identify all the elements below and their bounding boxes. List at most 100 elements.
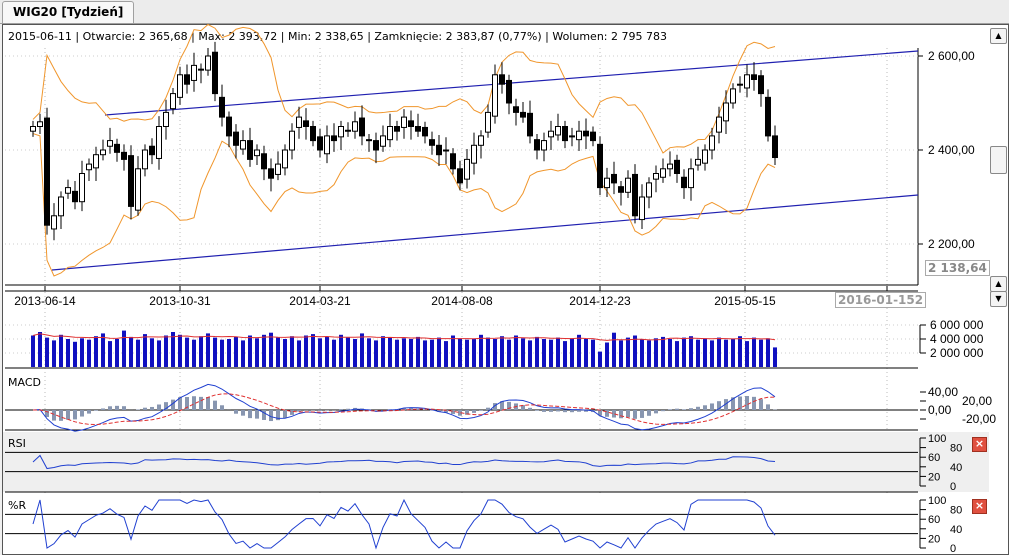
- volume-bar: [213, 338, 217, 367]
- volume-bar: [577, 335, 581, 367]
- volume-bar: [241, 340, 245, 367]
- volume-bar: [773, 347, 777, 367]
- scroll-up-button-2[interactable]: ▲: [990, 276, 1007, 292]
- candle-body: [150, 146, 155, 154]
- candle-body: [507, 80, 512, 103]
- macd-histogram-bar: [472, 410, 476, 413]
- volume-bar: [269, 333, 273, 367]
- candle-body: [717, 117, 722, 132]
- volume-bar: [31, 336, 35, 368]
- macd-tick-label: 40,00: [928, 385, 958, 399]
- scroll-up-button[interactable]: ▲: [990, 28, 1007, 44]
- candle-body: [549, 131, 554, 137]
- volume-bar: [423, 340, 427, 367]
- candle-body: [206, 56, 211, 70]
- candle-body: [339, 127, 344, 137]
- macd-histogram-bar: [563, 410, 567, 412]
- volume-bar: [654, 338, 658, 367]
- candle-body: [626, 178, 631, 192]
- macd-histogram-bar: [570, 410, 574, 412]
- macd-histogram-bar: [668, 409, 672, 410]
- macd-tick-label: -20,00: [962, 412, 996, 426]
- candle-body: [360, 118, 365, 136]
- volume-bar: [129, 337, 133, 367]
- volume-bar: [766, 338, 770, 367]
- volume-bar: [262, 335, 266, 367]
- candle-body: [122, 152, 127, 159]
- candle-body: [143, 150, 148, 169]
- candle-body: [304, 121, 309, 127]
- macd-histogram-bar: [234, 410, 238, 414]
- volume-bar: [255, 338, 259, 367]
- macd-histogram-bar: [605, 410, 609, 417]
- volume-bar: [115, 339, 119, 367]
- volume-bar: [437, 338, 441, 367]
- rsi-background: [3, 432, 989, 492]
- cursor-date: 2016-01-152: [835, 292, 926, 308]
- volume-bar: [661, 337, 665, 367]
- candle-body: [542, 141, 547, 150]
- rsi-tick-label: 60: [928, 452, 940, 464]
- candle-body: [640, 197, 645, 220]
- wr-close-button[interactable]: ×: [972, 499, 987, 514]
- macd-tick-label: 0,00: [928, 403, 952, 417]
- volume-bar: [402, 338, 406, 367]
- volume-bar: [717, 338, 721, 367]
- candle-body: [178, 75, 183, 98]
- macd-histogram-bar: [206, 397, 210, 410]
- candle-body: [738, 84, 743, 85]
- macd-histogram-bar: [689, 408, 693, 410]
- candle-body: [171, 94, 176, 109]
- candle-body: [234, 132, 239, 145]
- volume-bar: [38, 332, 42, 367]
- macd-histogram-bar: [80, 410, 84, 417]
- candle-body: [192, 65, 197, 80]
- volume-bar: [563, 341, 567, 367]
- scrollbar-thumb[interactable]: [990, 146, 1007, 174]
- wr-tick-label: 40: [950, 524, 962, 536]
- wr-tick-label: 60: [928, 514, 940, 526]
- volume-bar: [507, 340, 511, 367]
- volume-bar: [472, 339, 476, 367]
- volume-bar: [157, 340, 161, 367]
- volume-bar: [374, 340, 378, 367]
- volume-bar: [549, 340, 553, 367]
- candle-body: [59, 197, 64, 216]
- candle-body: [759, 76, 764, 94]
- volume-bar: [45, 338, 49, 367]
- macd-histogram-bar: [94, 410, 98, 411]
- volume-bar: [395, 340, 399, 367]
- volume-bar: [409, 339, 413, 367]
- rsi-close-button[interactable]: ×: [972, 437, 987, 452]
- volume-bar: [339, 335, 343, 367]
- macd-histogram-bar: [59, 410, 63, 421]
- date-tick-label: 2013-10-31: [149, 294, 211, 308]
- candle-body: [521, 112, 526, 117]
- volume-bar: [66, 339, 70, 367]
- macd-histogram-bar: [661, 410, 665, 411]
- volume-bar: [143, 334, 147, 367]
- volume-bar: [689, 336, 693, 367]
- volume-bar: [696, 340, 700, 367]
- candle-body: [346, 130, 351, 131]
- candle-body: [290, 131, 295, 150]
- volume-bar: [276, 338, 280, 367]
- candle-body: [395, 127, 400, 132]
- volume-bar: [87, 340, 91, 367]
- volume-bar: [598, 352, 602, 367]
- volume-bar: [465, 340, 469, 367]
- macd-histogram-bar: [619, 410, 623, 418]
- volume-bar: [381, 336, 385, 367]
- candle-body: [129, 156, 134, 207]
- macd-histogram-bar: [549, 410, 553, 412]
- scroll-down-button[interactable]: ▼: [990, 291, 1007, 307]
- macd-histogram-bar: [528, 408, 532, 410]
- candle-body: [269, 169, 274, 178]
- candle-body: [31, 127, 36, 132]
- macd-histogram-bar: [703, 405, 707, 410]
- candle-body: [696, 159, 701, 165]
- candle-body: [500, 75, 505, 84]
- volume-bar: [605, 343, 609, 368]
- macd-histogram-bar: [542, 410, 546, 412]
